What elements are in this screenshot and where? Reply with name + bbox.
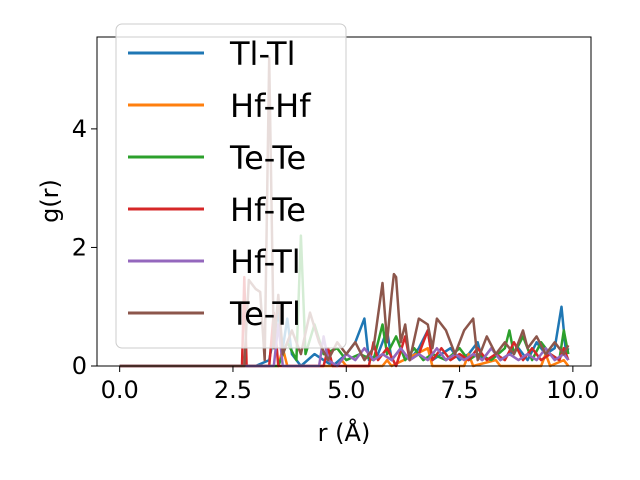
x-tick-label: 5.0 xyxy=(327,376,365,404)
legend-label: Te-Tl xyxy=(229,295,301,333)
series-line-hf-te xyxy=(119,275,570,368)
legend-label: Tl-Tl xyxy=(229,35,295,73)
legend-label: Hf-Hf xyxy=(230,87,311,125)
x-axis-label: r (Å) xyxy=(318,418,371,447)
x-tick-label: 7.5 xyxy=(440,376,478,404)
x-tick-label: 10.0 xyxy=(546,376,599,404)
y-axis: 0 2 4 xyxy=(72,115,97,380)
y-tick-label: 0 xyxy=(72,352,87,380)
legend-label: Hf-Te xyxy=(230,191,306,229)
legend: Tl-Tl Hf-Hf Te-Te Hf-Te Hf-Tl Te-Tl xyxy=(115,23,347,349)
x-axis: 0.0 2.5 5.0 7.5 10.0 xyxy=(101,366,600,404)
x-tick-label: 0.0 xyxy=(101,376,139,404)
y-axis-label: g(r) xyxy=(36,179,64,223)
legend-label: Hf-Tl xyxy=(230,243,301,281)
y-tick-label: 4 xyxy=(72,115,87,143)
legend-label: Te-Te xyxy=(229,139,306,177)
x-tick-label: 2.5 xyxy=(214,376,252,404)
y-tick-label: 2 xyxy=(72,233,87,261)
